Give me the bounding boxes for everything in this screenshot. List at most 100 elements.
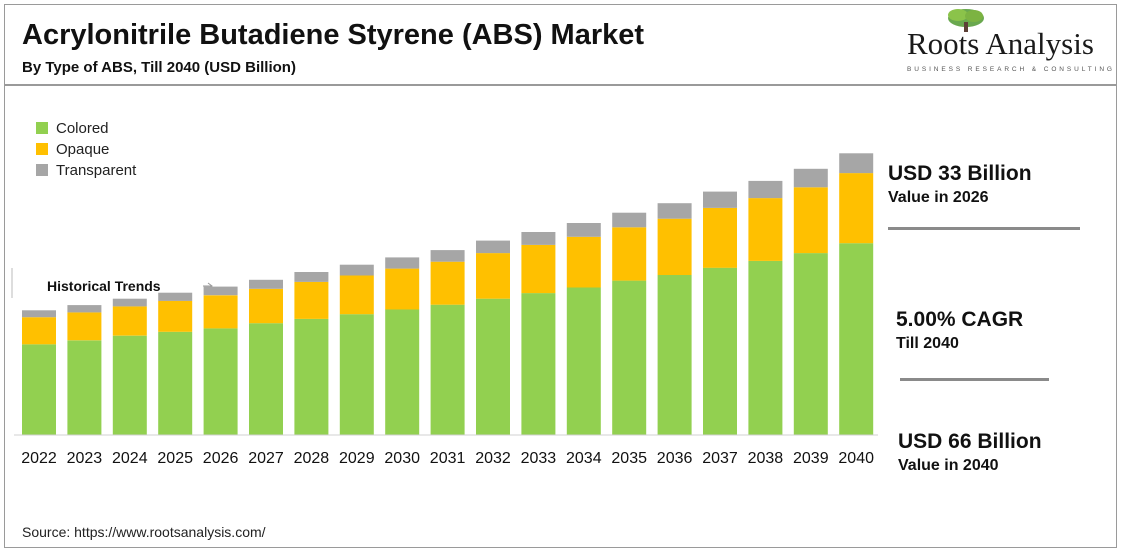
bar-colored-2029 [339,314,374,435]
bar-transparent-2022 [22,310,56,318]
x-tick-label-2038: 2038 [748,450,784,467]
bar-transparent-2039 [793,168,828,188]
bar-transparent-2036 [657,203,692,219]
bar-transparent-2031 [430,250,465,262]
bar-colored-2022 [22,344,56,435]
x-tick-label-2026: 2026 [203,450,239,467]
x-tick-label-2027: 2027 [248,450,284,467]
legend-label-opaque: Opaque [56,141,109,158]
header-divider [5,84,1117,86]
bar-opaque-2037 [703,208,737,268]
bar-colored-2035 [612,280,647,435]
bar-colored-2025 [158,331,193,435]
x-tick-label-2024: 2024 [112,450,148,467]
bar-transparent-2040 [839,153,874,174]
x-tick-label-2040: 2040 [838,450,874,467]
company-logo: Roots Analysis BUSINESS RESEARCH & CONSU… [900,6,1112,76]
bar-transparent-2035 [612,212,647,228]
bar-opaque-2034 [566,236,601,288]
bar-transparent-2033 [521,232,556,245]
bar-transparent-2025 [158,292,193,301]
logo-name: Roots Analysis [907,26,1094,61]
x-tick-label-2037: 2037 [702,450,738,467]
chart-legend: Colored Opaque Transparent [36,120,137,179]
bar-colored-2026 [203,328,238,435]
bar-transparent-2030 [385,257,420,269]
stat-divider [888,227,1080,230]
bar-opaque-2039 [793,187,828,254]
bar-opaque-2027 [249,288,283,324]
bar-colored-2031 [430,304,465,435]
bar-colored-2023 [67,340,102,435]
legend-swatch-colored [36,122,48,134]
bar-opaque-2023 [67,312,102,341]
x-tick-label-2025: 2025 [157,450,193,467]
x-axis-ticks: 2022 2023 2024 2025 2026 2027 2028 2029 2030 2031… [21,450,874,467]
x-tick-label-2034: 2034 [566,450,602,467]
bar-opaque-2029 [339,275,374,315]
bar-colored-2040 [839,243,874,435]
bar-opaque-2033 [521,244,556,294]
x-tick-label-2039: 2039 [793,450,829,467]
stat-value-2026: USD 33 Billion Value in 2026 [888,162,1032,206]
bar-colored-2030 [385,309,420,435]
historical-trends-label: Historical Trends [47,278,161,294]
x-tick-label-2036: 2036 [657,450,693,467]
bar-colored-2033 [521,293,556,435]
bar-opaque-2035 [612,227,647,281]
x-tick-label-2031: 2031 [430,450,466,467]
bar-transparent-2026 [203,286,238,296]
bar-colored-2024 [112,335,147,435]
legend-swatch-opaque [36,143,48,155]
bar-transparent-2034 [566,223,601,237]
bar-colored-2037 [703,267,737,435]
bar-colored-2028 [294,318,329,435]
tree-icon [948,9,984,32]
stat-cagr: 5.00% CAGR Till 2040 [896,308,1024,352]
chart-subtitle: By Type of ABS, Till 2040 (USD Billion) [22,59,296,76]
x-tick-label-2035: 2035 [611,450,647,467]
bar-group [22,153,874,436]
bar-opaque-2031 [430,261,465,305]
legend-label-transparent: Transparent [56,162,137,179]
bar-transparent-2023 [67,305,102,313]
bar-transparent-2037 [703,191,737,208]
bar-transparent-2038 [748,180,783,199]
bar-colored-2036 [657,275,692,435]
x-tick-label-2022: 2022 [21,450,57,467]
bar-colored-2038 [748,260,783,436]
bar-colored-2034 [566,287,601,435]
x-tick-label-2023: 2023 [67,450,103,467]
bar-opaque-2030 [385,268,420,310]
x-tick-label-2030: 2030 [384,450,420,467]
bar-opaque-2032 [476,253,510,299]
x-tick-label-2028: 2028 [294,450,330,467]
bar-colored-2027 [249,323,283,435]
legend-swatch-transparent [36,164,48,176]
bar-opaque-2025 [158,300,193,332]
bar-transparent-2032 [476,240,510,254]
x-tick-label-2032: 2032 [475,450,511,467]
bar-transparent-2027 [249,279,283,289]
stat-divider [900,378,1049,381]
bar-opaque-2038 [748,198,783,261]
logo-tagline: BUSINESS RESEARCH & CONSULTING [907,66,1115,73]
bar-opaque-2022 [22,317,56,345]
bar-colored-2039 [793,253,828,435]
bar-transparent-2029 [339,264,374,276]
stat-value-2040: USD 66 Billion Value in 2040 [898,430,1042,474]
bar-transparent-2028 [294,272,329,282]
source-note: Source: https://www.rootsanalysis.com/ [22,524,266,540]
bar-opaque-2036 [657,218,692,275]
chart-frame [4,4,1117,548]
bar-opaque-2028 [294,281,329,319]
legend-label-colored: Colored [56,120,109,137]
bar-opaque-2026 [203,295,238,329]
x-tick-label-2033: 2033 [521,450,557,467]
bar-transparent-2024 [112,298,147,307]
bar-colored-2032 [476,298,510,435]
chart-title: Acrylonitrile Butadiene Styrene (ABS) Ma… [22,19,645,51]
bar-opaque-2024 [112,306,147,336]
bar-opaque-2040 [839,173,874,244]
